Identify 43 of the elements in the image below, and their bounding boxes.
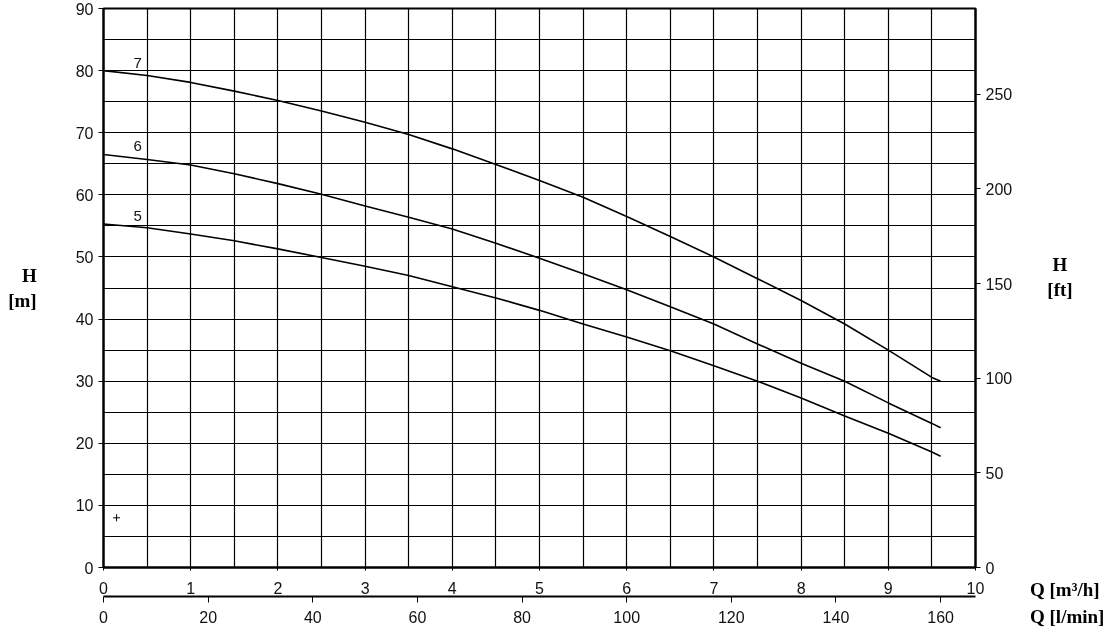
y-tick-label: 10 xyxy=(75,497,94,515)
x-tick-label: 0 xyxy=(99,579,109,597)
y2-tick-label: 100 xyxy=(985,370,1013,388)
x2-tick-label: 60 xyxy=(408,608,427,626)
y-tick-label: 80 xyxy=(75,62,94,80)
x-tick-label: 2 xyxy=(273,579,283,597)
y-tick-label: 50 xyxy=(75,248,94,266)
x2-tick-label: 160 xyxy=(927,608,955,626)
series-label: 6 xyxy=(133,137,142,155)
y-tick-label: 90 xyxy=(75,0,94,18)
x2-tick-label: 80 xyxy=(513,608,532,626)
y-tick-label: 40 xyxy=(75,311,94,329)
x2-tick-label: 0 xyxy=(99,608,109,626)
y-tick-label: 20 xyxy=(75,435,94,453)
x2-tick-label: 40 xyxy=(303,608,322,626)
x-axis-title: Q [m³/h] xyxy=(1030,578,1100,602)
y2-tick-label: 250 xyxy=(985,86,1013,104)
x2-tick-label: 100 xyxy=(613,608,641,626)
series-label: 7 xyxy=(133,53,142,71)
x2-tick-label: 120 xyxy=(717,608,745,626)
x-tick-label: 3 xyxy=(360,579,370,597)
y-tick-label: 30 xyxy=(75,373,94,391)
x-tick-label: 1 xyxy=(186,579,196,597)
y-tick-label: 60 xyxy=(75,186,94,204)
x2-tick-label: 20 xyxy=(199,608,218,626)
x-tick-label: 10 xyxy=(966,579,985,597)
x2-tick-label: 140 xyxy=(822,608,850,626)
y2-tick-label: 50 xyxy=(985,464,1004,482)
y2-axis-title: H [ft] xyxy=(1046,253,1074,302)
x-tick-label: 9 xyxy=(883,579,893,597)
x-tick-label: 6 xyxy=(622,579,632,597)
x-tick-label: 5 xyxy=(535,579,545,597)
x-tick-label: 4 xyxy=(447,579,457,597)
y-axis-title: H [m] xyxy=(8,264,37,312)
y-tick-label: 0 xyxy=(84,559,94,577)
x2-axis-title: Q [l/min] xyxy=(1030,605,1105,629)
y2-tick-label: 150 xyxy=(985,275,1013,293)
series-label: 5 xyxy=(133,207,142,225)
y-tick-label: 70 xyxy=(75,124,94,142)
y2-tick-label: 200 xyxy=(985,180,1013,198)
y2-tick-label: 0 xyxy=(985,559,995,577)
x-tick-label: 8 xyxy=(796,579,806,597)
x-tick-label: 7 xyxy=(709,579,719,597)
